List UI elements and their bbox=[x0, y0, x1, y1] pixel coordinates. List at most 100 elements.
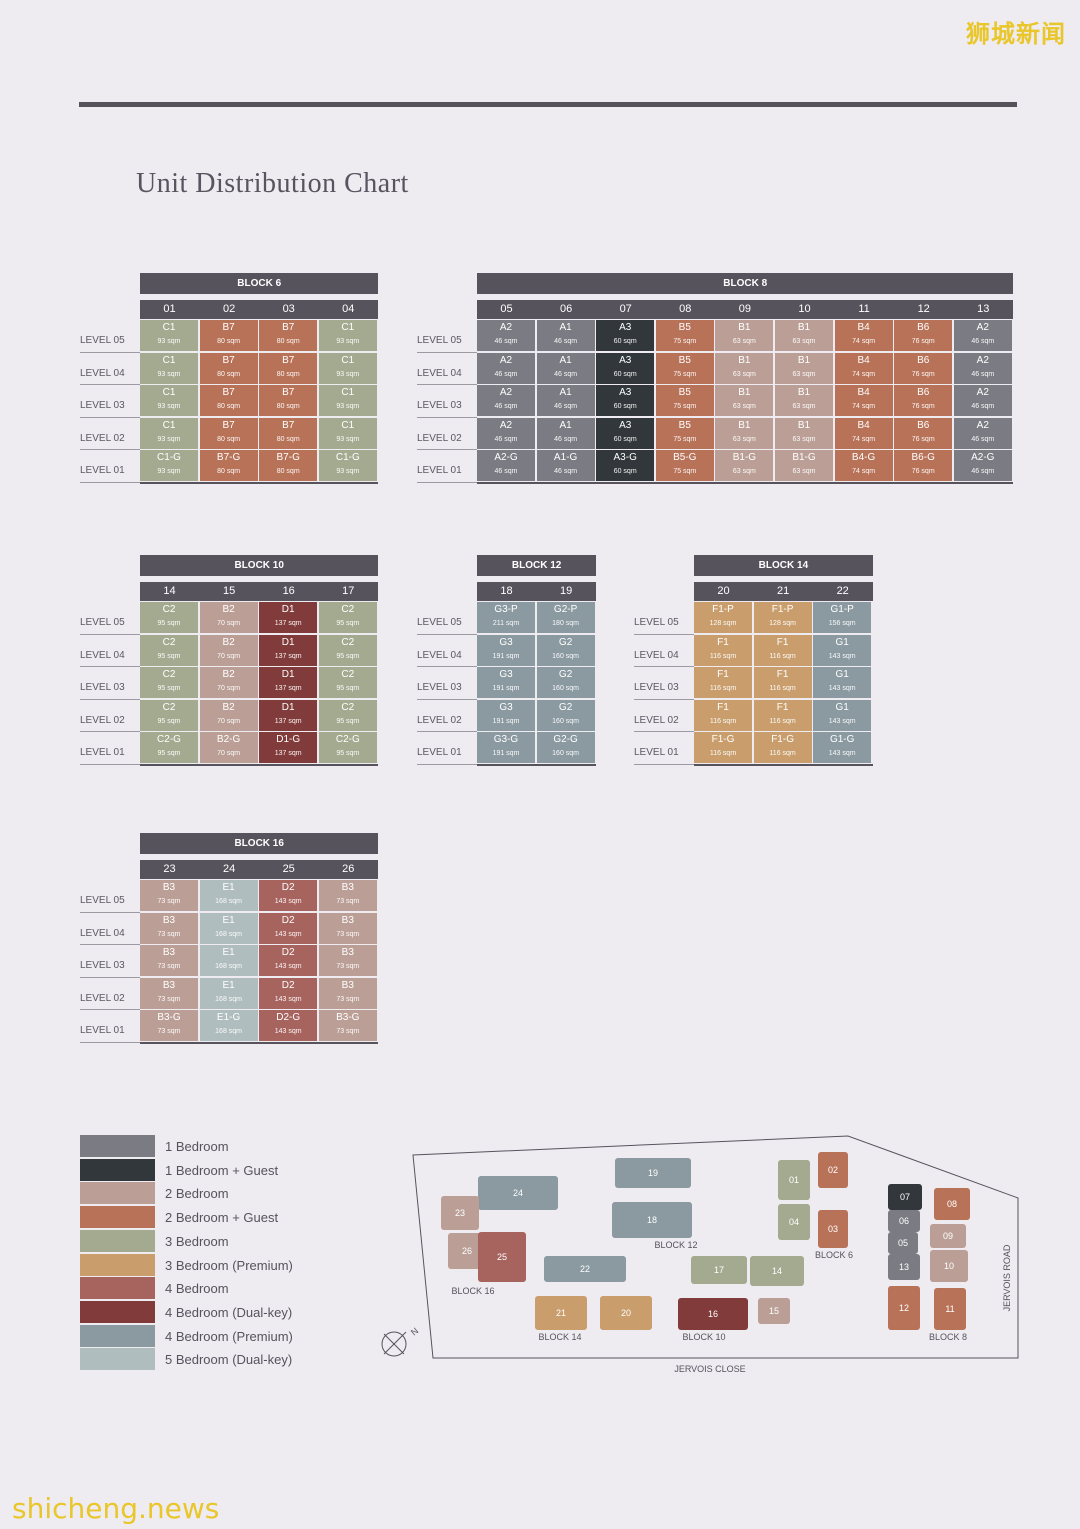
unit-cell: B4 74 sqm bbox=[834, 417, 893, 449]
site-stack-11: 11 bbox=[934, 1288, 966, 1330]
unit-type-code: A3-G bbox=[613, 452, 637, 463]
unit-size: 75 sqm bbox=[673, 370, 697, 378]
stack-number: 26 bbox=[342, 863, 355, 875]
unit-size: 116 sqm bbox=[709, 717, 737, 725]
unit-type-code: B7 bbox=[282, 387, 295, 398]
unit-size: 93 sqm bbox=[157, 370, 181, 378]
unit-type-code: B7 bbox=[222, 322, 235, 333]
stack-footprint bbox=[678, 1298, 748, 1330]
unit-type-code: A1 bbox=[559, 419, 572, 431]
stack-footprint bbox=[691, 1256, 747, 1284]
unit-size: 95 sqm bbox=[336, 717, 360, 725]
stack-number: 16 bbox=[708, 1309, 718, 1319]
unit-size: 70 sqm bbox=[217, 620, 241, 627]
legend-item: 1 Bedroom bbox=[80, 1135, 340, 1157]
stack-footprint bbox=[888, 1286, 920, 1330]
level-divider bbox=[417, 481, 477, 483]
unit-cell: B5 75 sqm bbox=[655, 352, 714, 384]
unit-cell: F1-P 128 sqm bbox=[694, 602, 752, 633]
stack-number: 24 bbox=[222, 863, 236, 875]
unit-type-code: G2-G bbox=[553, 734, 578, 745]
unit-cell: C2 95 sqm bbox=[140, 667, 198, 698]
unit-cell: B7 80 sqm bbox=[259, 352, 318, 384]
unit-cell: B7 80 sqm bbox=[199, 352, 258, 384]
level-label: LEVEL 03 bbox=[80, 400, 125, 411]
site-block-label: BLOCK 8 bbox=[929, 1332, 967, 1342]
unit-cell: A1 46 sqm bbox=[536, 320, 595, 351]
unit-size: 63 sqm bbox=[792, 435, 816, 443]
stack-footprint bbox=[448, 1233, 486, 1269]
unit-size: 60 sqm bbox=[613, 370, 637, 378]
site-block-label: BLOCK 14 bbox=[538, 1332, 581, 1342]
unit-type-code: A1-G bbox=[553, 452, 578, 463]
unit-size: 116 sqm bbox=[709, 685, 737, 692]
unit-type-code: C2 bbox=[341, 701, 355, 713]
unit-cell: B3 73 sqm bbox=[140, 977, 198, 1009]
unit-cell: B1 63 sqm bbox=[775, 417, 833, 449]
unit-size: 73 sqm bbox=[336, 995, 360, 1003]
level-label: LEVEL 04 bbox=[634, 649, 679, 661]
unit-cell: G3-G 191 sqm bbox=[477, 732, 535, 763]
unit-type-code: C2-G bbox=[335, 734, 360, 745]
stack-footprint bbox=[778, 1204, 810, 1240]
unit-type-code: E1-G bbox=[216, 1012, 241, 1023]
unit-type-code: F1-G bbox=[771, 734, 794, 745]
north-arrow-icon: N bbox=[381, 1326, 420, 1357]
stack-number: 09 bbox=[943, 1231, 953, 1241]
unit-size: 46 sqm bbox=[494, 370, 518, 378]
unit-type-code: C2 bbox=[162, 701, 176, 713]
stack-footprint bbox=[930, 1250, 968, 1282]
stack-number: 15 bbox=[222, 585, 236, 597]
unit-cell: E1 168 sqm bbox=[199, 880, 258, 911]
unit-size: 93 sqm bbox=[336, 370, 360, 378]
unit-type-code: D2 bbox=[281, 882, 295, 893]
stack-footprint bbox=[888, 1210, 920, 1232]
unit-size: 143 sqm bbox=[828, 652, 856, 660]
unit-cell: D2 143 sqm bbox=[259, 912, 318, 944]
legend-swatch bbox=[80, 1324, 155, 1347]
unit-cell: A1 46 sqm bbox=[536, 417, 595, 449]
level-label: LEVEL 01 bbox=[417, 747, 462, 758]
road-label-jervois-road: JERVOIS ROAD bbox=[1002, 1244, 1012, 1311]
unit-type-code: B5 bbox=[678, 419, 691, 431]
unit-type-code: B3 bbox=[341, 979, 354, 991]
unit-type-code: F1-G bbox=[711, 734, 735, 745]
unit-cell: B3 73 sqm bbox=[140, 912, 198, 944]
unit-cell: F1-G 116 sqm bbox=[753, 732, 812, 763]
unit-type-code: B3 bbox=[162, 947, 176, 958]
unit-cell: B5 75 sqm bbox=[655, 385, 714, 416]
unit-cell: B3 73 sqm bbox=[318, 912, 377, 944]
unit-size: 93 sqm bbox=[157, 403, 181, 410]
unit-size: 95 sqm bbox=[157, 652, 181, 660]
level-label: LEVEL 02 bbox=[80, 432, 125, 444]
level-divider bbox=[80, 416, 140, 418]
unit-size: 95 sqm bbox=[157, 750, 181, 757]
unit-size: 63 sqm bbox=[732, 468, 756, 475]
unit-size: 143 sqm bbox=[274, 1028, 302, 1035]
unit-cell: B7 80 sqm bbox=[199, 320, 258, 351]
unit-cell: E1 168 sqm bbox=[199, 912, 258, 944]
legend-label: 4 Bedroom (Premium) bbox=[165, 1328, 293, 1344]
unit-type-code: G1-P bbox=[830, 604, 854, 615]
site-stack-14: 14 bbox=[750, 1256, 804, 1286]
unit-cell: B6 76 sqm bbox=[894, 320, 953, 351]
site-block-label: BLOCK 10 bbox=[682, 1332, 725, 1342]
unit-type-code: B1 bbox=[738, 354, 751, 366]
unit-type-code: B3 bbox=[162, 882, 176, 893]
unit-size: 46 sqm bbox=[494, 403, 518, 410]
level-divider bbox=[417, 763, 477, 765]
unit-size: 191 sqm bbox=[492, 717, 520, 725]
legend-item: 4 Bedroom (Dual-key) bbox=[80, 1300, 340, 1323]
level-label: LEVEL 04 bbox=[80, 367, 125, 379]
block-6-title: BLOCK 6 bbox=[140, 273, 379, 294]
block-14-title: BLOCK 14 bbox=[694, 555, 873, 576]
unit-size: 116 sqm bbox=[709, 750, 737, 757]
stack-number: 24 bbox=[513, 1188, 523, 1198]
unit-size: 137 sqm bbox=[274, 750, 302, 757]
unit-size: 137 sqm bbox=[274, 685, 302, 692]
unit-size: 160 sqm bbox=[552, 652, 580, 660]
level-divider bbox=[80, 976, 140, 978]
stack-number: 19 bbox=[648, 1168, 658, 1178]
block-8-grid-border bbox=[477, 481, 1014, 484]
stack-number: 21 bbox=[556, 1308, 566, 1318]
